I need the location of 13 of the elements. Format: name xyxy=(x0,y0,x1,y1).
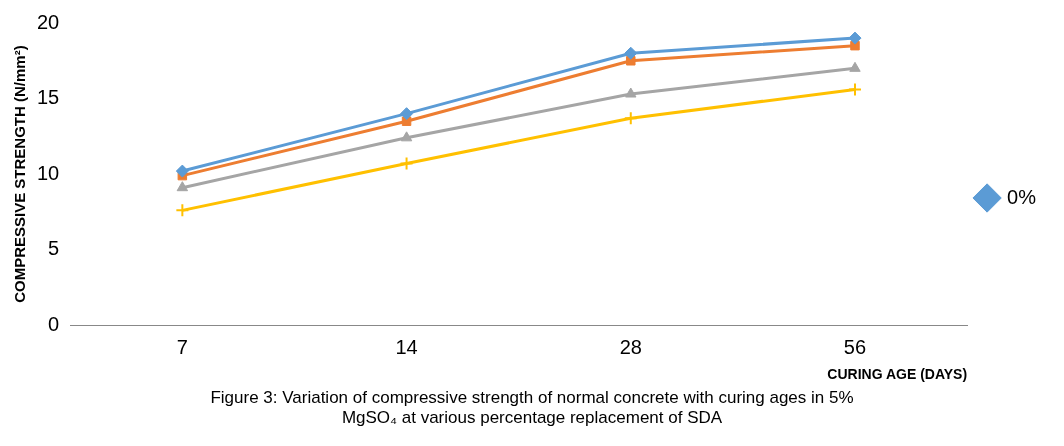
y-axis-title: COMPRESSIVE STRENGTH (N/mm²) xyxy=(11,45,29,303)
y-tick-label: 15 xyxy=(37,86,60,109)
legend-label: 0% xyxy=(1007,185,1037,208)
x-tick-label: 28 xyxy=(619,335,642,358)
y-tick-label: 0 xyxy=(48,312,60,335)
y-tick-label: 20 xyxy=(37,10,60,33)
x-tick-label: 56 xyxy=(843,335,867,358)
y-tick-label: 5 xyxy=(48,237,60,260)
y-tick-label: 10 xyxy=(37,161,60,184)
x-axis-title: CURING AGE (DAYS) xyxy=(827,366,968,383)
x-tick-label: 7 xyxy=(176,335,188,358)
caption: Figure 3: Variation of compressive strength of normal concrete with curing ages in 5% MgSO₄ at various percentage replacement of SDA xyxy=(209,388,855,428)
x-tick-label: 14 xyxy=(395,335,418,358)
